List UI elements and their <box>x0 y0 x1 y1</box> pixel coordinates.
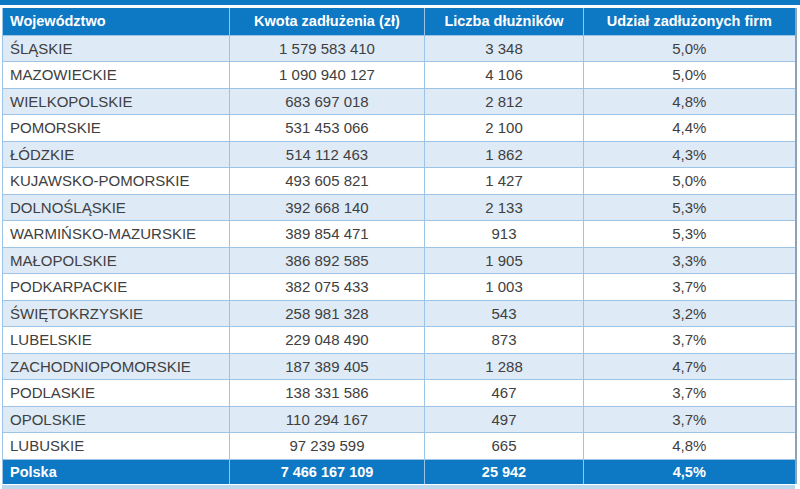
table-row: KUJAWSKO-POMORSKIE493 605 8211 4275,0% <box>3 168 796 195</box>
table-row: LUBUSKIE97 239 5996654,8% <box>3 433 796 460</box>
share-percent-cell: 4,8% <box>584 433 796 460</box>
debt-amount-cell: 382 075 433 <box>230 274 425 301</box>
debtor-count-cell: 665 <box>425 433 584 460</box>
table-row: OPOLSKIE110 294 1674973,7% <box>3 406 796 433</box>
debtor-count-cell: 1 427 <box>425 168 584 195</box>
voivodeship-cell: LUBELSKIE <box>3 327 230 354</box>
share-percent-cell: 3,7% <box>584 406 796 433</box>
table-row: MAŁOPOLSKIE386 892 5851 9053,3% <box>3 247 796 274</box>
table-row: PODLASKIE138 331 5864673,7% <box>3 380 796 407</box>
share-percent-cell: 5,0% <box>584 168 796 195</box>
total-share-percent-cell: 4,5% <box>584 459 796 484</box>
debt-amount-cell: 258 981 328 <box>230 300 425 327</box>
table-row: LUBELSKIE229 048 4908733,7% <box>3 327 796 354</box>
debtor-count-cell: 1 288 <box>425 353 584 380</box>
debtor-count-cell: 2 812 <box>425 88 584 115</box>
debtor-count-cell: 2 133 <box>425 194 584 221</box>
share-percent-cell: 4,7% <box>584 353 796 380</box>
debtor-count-cell: 1 003 <box>425 274 584 301</box>
debtor-count-cell: 1 905 <box>425 247 584 274</box>
voivodeship-cell: POMORSKIE <box>3 115 230 142</box>
total-debt-amount-cell: 7 466 167 109 <box>230 459 425 484</box>
debt-amount-cell: 392 668 140 <box>230 194 425 221</box>
bottom-border-stripe <box>2 485 795 489</box>
table-row: POMORSKIE531 453 0662 1004,4% <box>3 115 796 142</box>
share-percent-cell: 3,7% <box>584 274 796 301</box>
debt-amount-cell: 683 697 018 <box>230 88 425 115</box>
table-row: ZACHODNIOPOMORSKIE187 389 4051 2884,7% <box>3 353 796 380</box>
voivodeship-cell: ZACHODNIOPOMORSKIE <box>3 353 230 380</box>
debt-amount-cell: 97 239 599 <box>230 433 425 460</box>
table-row: PODKARPACKIE382 075 4331 0033,7% <box>3 274 796 301</box>
voivodeship-cell: MAŁOPOLSKIE <box>3 247 230 274</box>
share-percent-cell: 3,3% <box>584 247 796 274</box>
table-body: ŚLĄSKIE1 579 583 4103 3485,0%MAZOWIECKIE… <box>3 35 796 459</box>
share-percent-cell: 3,7% <box>584 327 796 354</box>
table-row: ŚWIĘTOKRZYSKIE258 981 3285433,2% <box>3 300 796 327</box>
debtor-count-cell: 1 862 <box>425 141 584 168</box>
voivodeship-cell: WIELKOPOLSKIE <box>3 88 230 115</box>
total-label-cell: Polska <box>3 459 230 484</box>
column-header-voivodeship: Województwo <box>3 8 230 35</box>
debt-amount-cell: 493 605 821 <box>230 168 425 195</box>
table-row: WARMIŃSKO-MAZURSKIE389 854 4719135,3% <box>3 221 796 248</box>
voivodeship-cell: DOLNOŚLĄSKIE <box>3 194 230 221</box>
voivodeship-cell: MAZOWIECKIE <box>3 62 230 89</box>
debt-amount-cell: 531 453 066 <box>230 115 425 142</box>
header-row: Województwo Kwota zadłużenia (zł) Liczba… <box>3 8 796 35</box>
share-percent-cell: 5,3% <box>584 221 796 248</box>
table-row: DOLNOŚLĄSKIE392 668 1402 1335,3% <box>3 194 796 221</box>
share-percent-cell: 3,2% <box>584 300 796 327</box>
table-row: MAZOWIECKIE1 090 940 1274 1065,0% <box>3 62 796 89</box>
voivodeship-cell: ŁÓDZKIE <box>3 141 230 168</box>
share-percent-cell: 4,8% <box>584 88 796 115</box>
total-row: Polska 7 466 167 109 25 942 4,5% <box>3 459 796 484</box>
voivodeship-cell: KUJAWSKO-POMORSKIE <box>3 168 230 195</box>
debt-amount-cell: 110 294 167 <box>230 406 425 433</box>
debt-amount-cell: 514 112 463 <box>230 141 425 168</box>
share-percent-cell: 5,3% <box>584 194 796 221</box>
voivodeship-cell: WARMIŃSKO-MAZURSKIE <box>3 221 230 248</box>
debtor-count-cell: 4 106 <box>425 62 584 89</box>
voivodeship-cell: ŚWIĘTOKRZYSKIE <box>3 300 230 327</box>
column-header-share-of-indebted-firms: Udział zadłużonych firm <box>584 8 796 35</box>
debt-by-voivodeship-table: Województwo Kwota zadłużenia (zł) Liczba… <box>2 8 797 484</box>
debt-by-voivodeship-page: Województwo Kwota zadłużenia (zł) Liczba… <box>0 0 800 489</box>
share-percent-cell: 5,0% <box>584 62 796 89</box>
debtor-count-cell: 3 348 <box>425 35 584 62</box>
debt-amount-cell: 386 892 585 <box>230 247 425 274</box>
share-percent-cell: 4,3% <box>584 141 796 168</box>
debtor-count-cell: 2 100 <box>425 115 584 142</box>
column-header-debtor-count: Liczba dłużników <box>425 8 584 35</box>
share-percent-cell: 3,7% <box>584 380 796 407</box>
debt-amount-cell: 389 854 471 <box>230 221 425 248</box>
column-header-debt-amount: Kwota zadłużenia (zł) <box>230 8 425 35</box>
table-row: WIELKOPOLSKIE683 697 0182 8124,8% <box>3 88 796 115</box>
share-percent-cell: 5,0% <box>584 35 796 62</box>
debt-amount-cell: 138 331 586 <box>230 380 425 407</box>
debt-amount-cell: 1 579 583 410 <box>230 35 425 62</box>
debt-amount-cell: 187 389 405 <box>230 353 425 380</box>
voivodeship-cell: OPOLSKIE <box>3 406 230 433</box>
voivodeship-cell: PODLASKIE <box>3 380 230 407</box>
debt-amount-cell: 1 090 940 127 <box>230 62 425 89</box>
table-row: ŚLĄSKIE1 579 583 4103 3485,0% <box>3 35 796 62</box>
debt-amount-cell: 229 048 490 <box>230 327 425 354</box>
debtor-count-cell: 467 <box>425 380 584 407</box>
table-row: ŁÓDZKIE514 112 4631 8624,3% <box>3 141 796 168</box>
voivodeship-cell: ŚLĄSKIE <box>3 35 230 62</box>
total-debtor-count-cell: 25 942 <box>425 459 584 484</box>
debtor-count-cell: 543 <box>425 300 584 327</box>
debtor-count-cell: 497 <box>425 406 584 433</box>
debtor-count-cell: 873 <box>425 327 584 354</box>
debtor-count-cell: 913 <box>425 221 584 248</box>
voivodeship-cell: PODKARPACKIE <box>3 274 230 301</box>
share-percent-cell: 4,4% <box>584 115 796 142</box>
voivodeship-cell: LUBUSKIE <box>3 433 230 460</box>
